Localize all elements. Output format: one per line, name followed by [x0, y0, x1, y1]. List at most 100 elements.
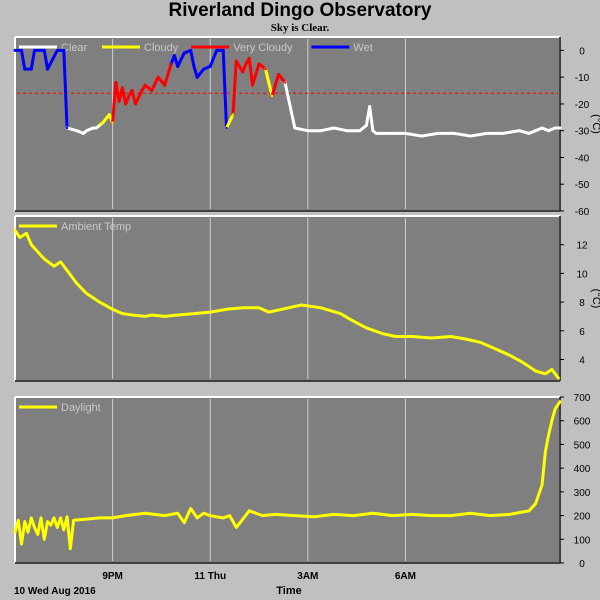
daylight-point — [248, 509, 251, 513]
daylight-point — [30, 516, 33, 520]
sky-legend-label: Clear — [61, 42, 88, 54]
sky-point — [534, 129, 537, 132]
ambient-point — [534, 369, 537, 373]
sky-point — [244, 62, 248, 65]
daylight-point — [143, 512, 147, 515]
sky-segment — [195, 67, 206, 79]
ambient-point — [280, 308, 284, 311]
ambient-point — [52, 265, 56, 268]
sky-point — [13, 49, 17, 52]
sky-point — [501, 132, 505, 135]
sky-point — [420, 134, 423, 138]
daylight-ytick-label: 200 — [574, 512, 591, 523]
daylight-point — [182, 521, 186, 524]
daylight-point — [69, 547, 72, 550]
sky-point — [173, 54, 176, 57]
sky-point — [59, 49, 62, 52]
sky-point — [270, 94, 274, 98]
daylight-point — [49, 523, 52, 527]
sky-point — [358, 129, 362, 132]
ambient-point — [225, 308, 228, 311]
ambient-point — [267, 310, 270, 314]
sky-ytick-label: -40 — [575, 153, 590, 164]
sky-point — [91, 126, 95, 130]
ambient-point — [508, 353, 511, 357]
sky-point — [231, 113, 235, 116]
ambient-point — [143, 315, 147, 318]
sky-segment — [319, 126, 336, 133]
ambient-ytick-label: 4 — [579, 355, 585, 366]
ambient-point — [521, 361, 524, 364]
ambient-point — [130, 313, 134, 317]
sky-segment — [332, 126, 349, 133]
sky-point — [85, 129, 88, 132]
daylight-point — [62, 528, 66, 531]
sky-point — [150, 89, 153, 92]
sky-legend-item: Clear — [19, 42, 88, 54]
daylight-legend-label: Daylight — [61, 402, 101, 414]
sky-point — [23, 67, 26, 71]
daylight-point — [23, 520, 26, 523]
ambient-point — [43, 257, 46, 261]
ambient-point — [381, 332, 384, 335]
sky-point — [469, 134, 472, 138]
daylight-point — [43, 538, 46, 541]
sky-ytick-label: -10 — [575, 73, 590, 84]
sky-legend-label: Cloudy — [144, 42, 179, 54]
sky-segment — [403, 131, 424, 138]
daylight-ytick-label: 300 — [574, 488, 591, 499]
sky-point — [332, 126, 336, 130]
date-label: 10 Wed Aug 2016 — [14, 586, 96, 597]
sky-point — [485, 132, 488, 135]
sky-point — [56, 49, 59, 52]
daylight-point — [313, 515, 316, 518]
sky-point — [202, 67, 205, 71]
daylight-point — [508, 513, 511, 516]
daylight-ytick-label: 600 — [574, 417, 591, 428]
daylight-point — [274, 513, 277, 516]
sky-point — [527, 132, 531, 135]
ambient-point — [192, 312, 196, 315]
ambient-point — [176, 313, 179, 317]
ambient-point — [550, 368, 554, 371]
ambient-plot-area — [15, 216, 560, 381]
sky-point — [46, 67, 49, 71]
sky-segment — [221, 48, 228, 130]
sky-point — [20, 49, 23, 52]
ambient-point — [410, 335, 414, 338]
sky-point — [453, 132, 456, 135]
sky-point — [192, 65, 196, 68]
sky-point — [176, 65, 179, 68]
daylight-point — [111, 516, 114, 520]
sky-legend-label: Wet — [353, 42, 372, 54]
ambient-point — [98, 300, 101, 304]
daylight-point — [196, 516, 199, 520]
sky-segment — [277, 72, 287, 85]
daylight-ytick-label: 700 — [574, 393, 591, 404]
sky-segment — [501, 129, 521, 135]
sky-point — [101, 121, 105, 124]
daylight-plot-area — [15, 397, 560, 563]
ambient-point — [479, 341, 482, 344]
daylight-point — [36, 533, 39, 536]
sky-legend-item: Wet — [311, 42, 373, 54]
sky-point — [235, 59, 238, 63]
daylight-ytick-label: 100 — [574, 535, 591, 546]
sky-point — [248, 57, 251, 60]
ambient-legend-label: Ambient Temp — [61, 221, 131, 233]
daylight-point — [449, 514, 453, 517]
x-tick-label: 6AM — [395, 571, 416, 582]
sky-point — [381, 132, 384, 135]
daylight-point — [56, 526, 59, 529]
sky-segment — [192, 64, 199, 79]
ambient-point — [25, 232, 28, 235]
sky-point — [196, 75, 199, 79]
sky-point — [404, 132, 407, 135]
sky-point — [156, 75, 160, 79]
daylight-point — [371, 512, 375, 515]
daylight-ytick-label: 500 — [574, 440, 591, 451]
sky-segment — [452, 131, 473, 138]
sky-point — [319, 129, 323, 132]
sky-point — [82, 132, 85, 135]
